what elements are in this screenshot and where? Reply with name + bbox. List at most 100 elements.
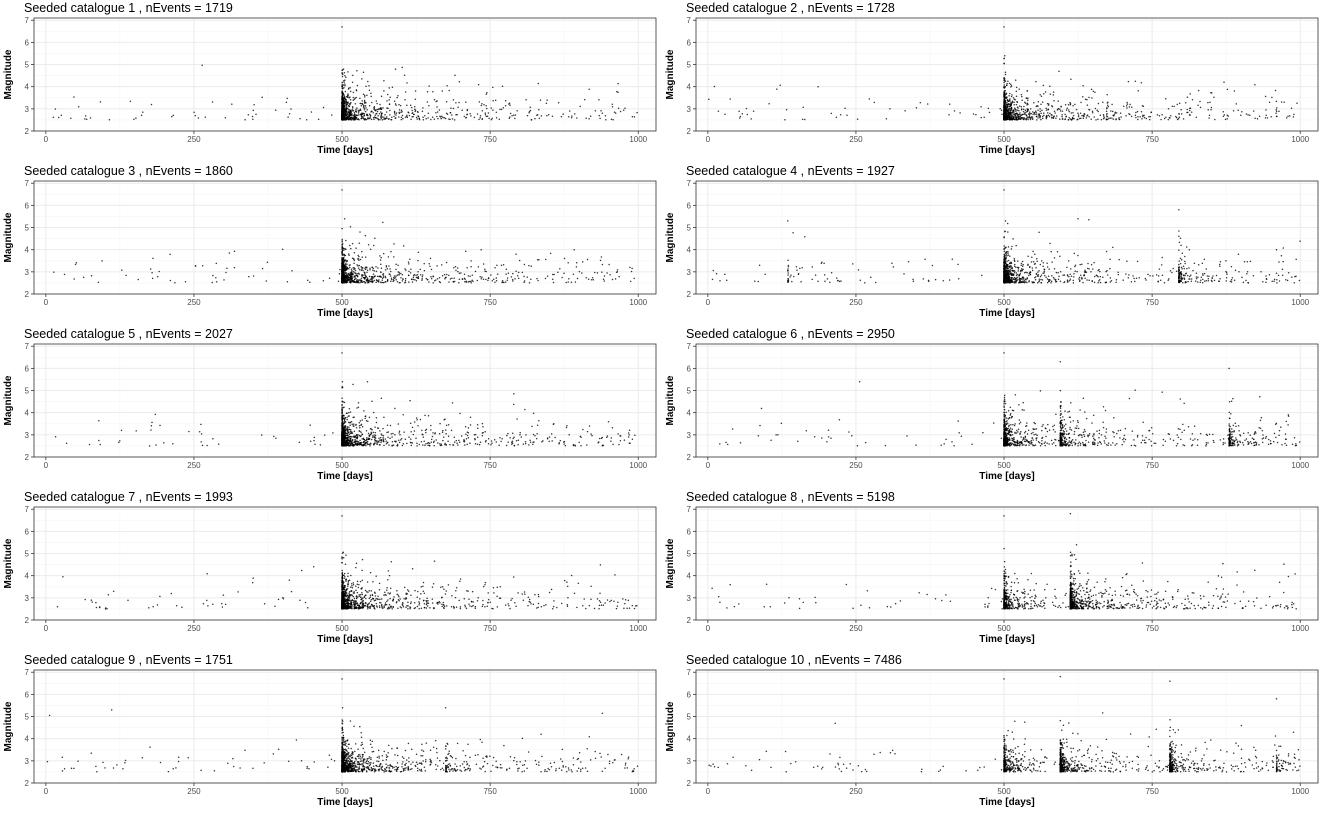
data-point [1035,113,1038,115]
data-point [1109,267,1111,270]
data-point [1113,113,1116,116]
data-point [341,238,343,241]
data-point [265,280,268,282]
data-point [352,99,355,101]
data-point [345,108,347,110]
data-point [528,111,530,114]
data-point [352,258,355,260]
data-point [351,109,354,111]
data-point [1028,111,1031,113]
data-point [402,117,404,120]
data-point [437,117,439,120]
data-point [495,111,498,113]
data-point [352,110,354,112]
data-point [361,113,364,116]
data-point [204,116,207,118]
data-point [360,280,362,283]
data-point [1094,91,1096,94]
data-point [371,110,373,113]
data-point [121,269,123,271]
data-point [396,280,399,283]
data-point [491,280,494,282]
data-point [836,277,838,279]
data-point [359,97,361,99]
data-point [1003,105,1005,107]
data-point [389,109,391,112]
data-point [1161,256,1163,259]
chart-title: Seeded catalogue 3 , nEvents = 1860 [24,164,233,178]
data-point [600,109,602,112]
data-point [1006,254,1008,257]
data-point [1030,112,1032,115]
data-point [559,268,561,270]
data-point [593,271,596,274]
data-point [477,83,480,86]
data-point [352,74,354,77]
data-point [480,104,483,107]
data-point [1009,111,1011,113]
data-point [338,273,341,275]
data-point [1254,83,1256,86]
data-point [1191,98,1194,101]
data-point [1008,114,1010,116]
data-point [266,261,269,264]
data-point [1022,110,1025,113]
data-point [1275,112,1277,114]
data-point [345,117,348,120]
data-point [1105,118,1108,121]
data-point [480,248,482,251]
data-point [1003,111,1006,114]
data-point [1007,250,1009,253]
data-point [458,272,461,275]
data-point [432,275,435,278]
data-point [367,80,369,83]
data-point [1012,118,1014,120]
data-point [401,280,404,282]
data-point [1298,279,1301,282]
data-point [382,252,385,255]
data-point [592,279,595,281]
data-point [926,103,929,105]
data-point [345,114,348,117]
data-point [1019,112,1021,114]
data-point [1029,118,1032,121]
data-point [1003,81,1005,84]
data-point [588,88,590,91]
data-point [373,279,376,282]
data-point [1034,277,1036,279]
data-point [1074,265,1076,268]
data-point [1083,112,1086,115]
data-point [423,262,425,265]
data-point [369,248,372,251]
data-point [1140,81,1143,84]
data-point [512,280,514,282]
data-point [1034,253,1036,255]
data-point [1107,105,1110,108]
data-point [1005,114,1008,117]
data-point [435,112,437,114]
data-point [409,258,411,260]
data-point [873,101,876,104]
data-point [1122,105,1125,108]
data-point [431,116,434,118]
data-point [343,111,346,113]
data-point [1007,252,1009,255]
data-point [1231,277,1234,279]
data-point [1059,118,1061,120]
data-point [1027,99,1029,101]
data-point [408,114,411,117]
data-point [1012,97,1015,99]
data-point [526,276,529,278]
data-point [536,258,539,261]
data-point [1045,116,1048,118]
data-point [169,253,171,256]
data-point [77,105,80,108]
data-point [567,262,569,264]
data-points [52,26,638,121]
data-point [469,113,471,115]
data-point [351,269,353,272]
data-point [439,281,442,284]
data-point [345,248,347,251]
data-point [476,113,479,115]
data-point [1038,278,1041,280]
